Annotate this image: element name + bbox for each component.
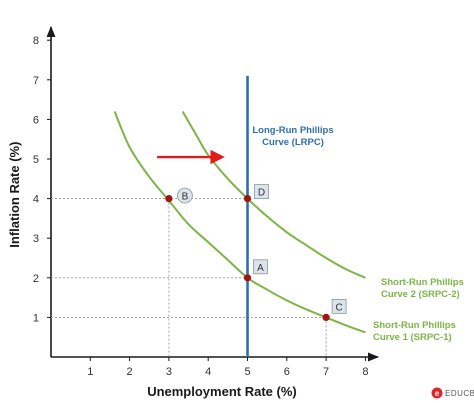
point-marker-B (165, 195, 173, 203)
y-tick-label: 5 (33, 154, 39, 166)
point-marker-A (243, 274, 252, 282)
x-tick-label: 6 (284, 366, 290, 378)
series-label-2-line-2: Curve 2 (SRPC-2) (381, 289, 460, 300)
point-marker-D (243, 195, 252, 203)
x-tick-label: 8 (362, 366, 368, 378)
point-label-bg-D (254, 184, 269, 200)
y-tick-label: 2 (33, 273, 39, 285)
brand-logo-icon (431, 387, 443, 399)
series-label-3-line-1: Long-Run Phillips (252, 125, 333, 136)
educba-logo: e EDUCBA (431, 387, 474, 399)
point-label-bg-C (331, 298, 347, 314)
axes: 1 2 3 4 5 6 7 8 1 2 3 4 5 6 7 8 (33, 25, 380, 378)
y-tick-label: 6 (33, 114, 39, 126)
x-tick-label: 5 (244, 366, 250, 378)
x-axis-title: Unemployment Rate (%) (147, 384, 297, 399)
brand-name: EDUCBA (445, 389, 474, 398)
series-line-2 (181, 110, 366, 279)
point-marker-C (322, 313, 330, 321)
series-label-3-line-2: Curve (LRPC) (262, 137, 324, 148)
point-label-A: A (257, 263, 264, 274)
x-tick-label: 3 (166, 366, 172, 378)
series-line-1 (113, 111, 366, 334)
y-tick-label: 1 (33, 312, 39, 324)
y-tick-label: 4 (33, 194, 39, 206)
point-label-C: C (335, 302, 342, 313)
y-tick-label: 3 (33, 233, 39, 245)
y-tick-label: 8 (33, 35, 39, 47)
x-tick-label: 1 (87, 366, 93, 378)
x-tick-label: 7 (323, 366, 329, 378)
brand-logo-letter: e (435, 389, 440, 398)
series-label-1-line-1: Short-Run Phillips (373, 320, 456, 331)
points: A B C D (165, 184, 347, 321)
point-label-bg-A (253, 259, 268, 275)
point-label-B: B (182, 192, 189, 203)
x-tick-label: 2 (127, 366, 133, 378)
x-tick-label: 4 (205, 366, 211, 378)
guide-lines (51, 198, 327, 357)
y-tick-label: 7 (33, 75, 39, 87)
point-label-bg-B (176, 187, 193, 204)
point-label-D: D (258, 188, 265, 199)
series-label-1-line-2: Curve 1 (SRPC-1) (373, 332, 452, 343)
y-axis-title: Inflation Rate (%) (7, 142, 22, 248)
curves (113, 75, 366, 357)
series-label-2-line-1: Short-Run Phillips (381, 277, 464, 288)
